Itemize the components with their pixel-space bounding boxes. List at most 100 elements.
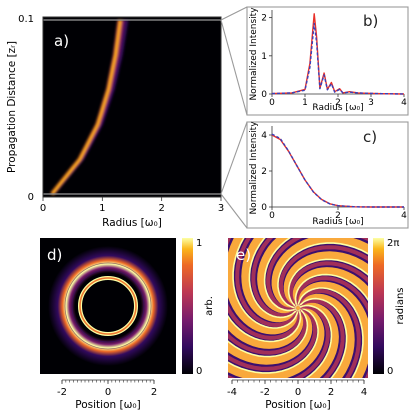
panel-e-phase-wrap	[232, 238, 299, 329]
panel-e-spiral-transition	[235, 238, 300, 327]
panel-c-ytick-label: 4	[261, 131, 267, 141]
panel-b-ytick-label: 0	[261, 90, 267, 100]
panel-e-phase-wrap	[299, 304, 333, 378]
panel-e-phase-wrap	[263, 238, 297, 312]
panel-b-series	[271, 13, 405, 95]
panel-c-ytick-label: 2	[261, 167, 267, 177]
panel-e-phase-wrap	[297, 287, 364, 378]
panel-c-xlabel: Radius [ω₀]	[312, 217, 363, 227]
panel-e-spiral-transition	[228, 304, 330, 378]
panel-e-label: e)	[236, 246, 251, 264]
panel-a-xtick-label: 0	[40, 203, 46, 214]
panel-b-ylabel: Normalized Intensity	[249, 7, 259, 101]
panel-e-colorbar	[373, 238, 384, 374]
panel-b-ytick-label: 2	[261, 14, 267, 24]
panel-b-frame	[246, 6, 409, 116]
panel-d-colorbar	[182, 238, 193, 374]
connector-lines	[220, 6, 248, 229]
panel-e-spiral-transition	[228, 238, 302, 340]
panel-e-spiral-transition	[296, 289, 361, 378]
panel-a-frame	[42, 16, 222, 198]
panel-a-main-ring-core	[51, 19, 122, 195]
panel-e-spiral-arm	[299, 298, 347, 378]
panel-e-spiral-arm	[249, 238, 297, 318]
panel-d-tick-label: 2	[151, 387, 157, 398]
panel-a-xtick-label: 1	[99, 203, 105, 214]
panel-b-xtick-label: 2	[335, 98, 341, 108]
panel-a-xlabel: Radius [ω₀]	[102, 217, 162, 229]
panel-e-spiral-arm	[228, 308, 318, 373]
panel-d: d) -2 0 2 Position [ω₀] 1 0 arb.	[40, 238, 215, 411]
panel-d-ring-core	[79, 277, 137, 335]
panel-b-ytick-label: 1	[261, 52, 267, 62]
panel-e-spiral-transition	[279, 245, 368, 310]
panel-e-phase-wrap	[287, 258, 368, 308]
panel-e-phase-spiral	[228, 238, 368, 378]
panel-b-series-line	[271, 22, 405, 95]
panel-a-xtick-label: 2	[158, 203, 164, 214]
panel-d-label: d)	[47, 246, 62, 264]
panel-e-xlabel: Position [ω₀]	[265, 399, 330, 411]
panel-b-xtick-label: 1	[302, 98, 308, 108]
panel-a-ytick-bottom: 0	[28, 192, 34, 203]
panel-e-phase-wrap	[228, 308, 309, 358]
panel-d-xlabel: Position [ω₀]	[75, 399, 140, 411]
panel-d-ring-glow	[48, 246, 168, 366]
panel-e-spiral-transition	[228, 306, 317, 371]
connector-top-upper	[220, 6, 248, 21]
panel-d-ring-outer-fringe-2	[64, 262, 152, 350]
panel-e: e) -4 -2 0 2 4 Position [ω₀] 2π 0 radians	[227, 238, 406, 411]
panel-e-tick-label: 4	[361, 387, 367, 398]
panel-c-frame	[246, 121, 409, 229]
panel-e-spiral-arm	[298, 288, 363, 378]
panel-d-colorbar-top: 1	[196, 238, 202, 249]
panel-d-tick-label: -2	[57, 387, 67, 398]
panel-e-spiral-transition	[294, 276, 368, 378]
panel-e-phase-wrap	[228, 309, 302, 343]
panel-a-beam-trace	[50, 19, 129, 196]
panel-a: a) 0 1 2 3 0.1 0 Radius [ω₀] Propagation Di…	[6, 14, 224, 229]
panel-c-xtick-label: 2	[335, 211, 341, 221]
panel-b-xtick-label: 4	[401, 98, 407, 108]
panel-e-spiral-transition	[228, 307, 308, 355]
panel-e-spiral-transition	[266, 238, 368, 312]
panel-b-xlabel: Radius [ω₀]	[312, 103, 363, 113]
panel-e-spiral-arm	[233, 238, 298, 328]
panel-e-xaxis: -4 -2 0 2 4	[227, 379, 367, 398]
panel-c-ytick-label: 0	[261, 203, 267, 213]
connector-bottom-upper	[220, 121, 248, 195]
panel-e-colorbar-top: 2π	[387, 238, 399, 249]
panel-a-label: a)	[54, 32, 69, 50]
panel-c-xtick-label: 4	[401, 211, 407, 221]
panel-e-tick-label: -4	[227, 387, 237, 398]
panel-d-colorbar-bottom: 0	[196, 366, 202, 377]
connector-top-lower	[220, 19, 248, 116]
panel-c: 0 2 4 0 2 4 c) Radius [ω₀] Normalized Intensi…	[246, 121, 409, 229]
panel-e-colorbar-label: radians	[395, 287, 406, 324]
panel-e-spiral-transition	[288, 261, 368, 309]
panel-e-phase-wrap	[277, 242, 368, 309]
panel-e-spiral-arm	[288, 259, 368, 307]
connector-bottom-lower	[220, 193, 248, 229]
panel-e-phase-wrap	[294, 273, 368, 307]
panel-a-xtick-label: 3	[218, 203, 224, 214]
panel-b-label: b)	[363, 12, 378, 30]
panel-e-tick-label: 2	[328, 387, 334, 398]
panel-a-xticks: 0 1 2 3	[40, 197, 224, 214]
panel-d-xaxis: -2 0 2	[57, 379, 157, 398]
panel-b-xtick-label: 3	[368, 98, 374, 108]
panel-c-xtick-label: 0	[269, 211, 275, 221]
panel-e-tick-label: 0	[295, 387, 301, 398]
panel-d-ring-outer-fringe	[71, 269, 145, 343]
panel-e-spiral-transition	[251, 238, 299, 318]
panel-e-phase-wrap	[228, 307, 319, 374]
panel-b: 0 1 2 3 4 0 1 2 b) Radius [ω₀] Normalized Inten…	[246, 6, 409, 116]
panel-c-series-line	[271, 133, 404, 208]
panel-a-ylabel: Propagation Distance [zᵣ]	[6, 41, 18, 173]
panel-e-phase-wrap	[248, 238, 298, 319]
panel-b-ticks: 0 1 2 3 4 0 1 2	[261, 14, 407, 108]
panel-e-spiral-arm	[228, 309, 308, 357]
panel-a-ytick-top: 0.1	[18, 14, 34, 25]
panel-c-series	[271, 133, 404, 208]
